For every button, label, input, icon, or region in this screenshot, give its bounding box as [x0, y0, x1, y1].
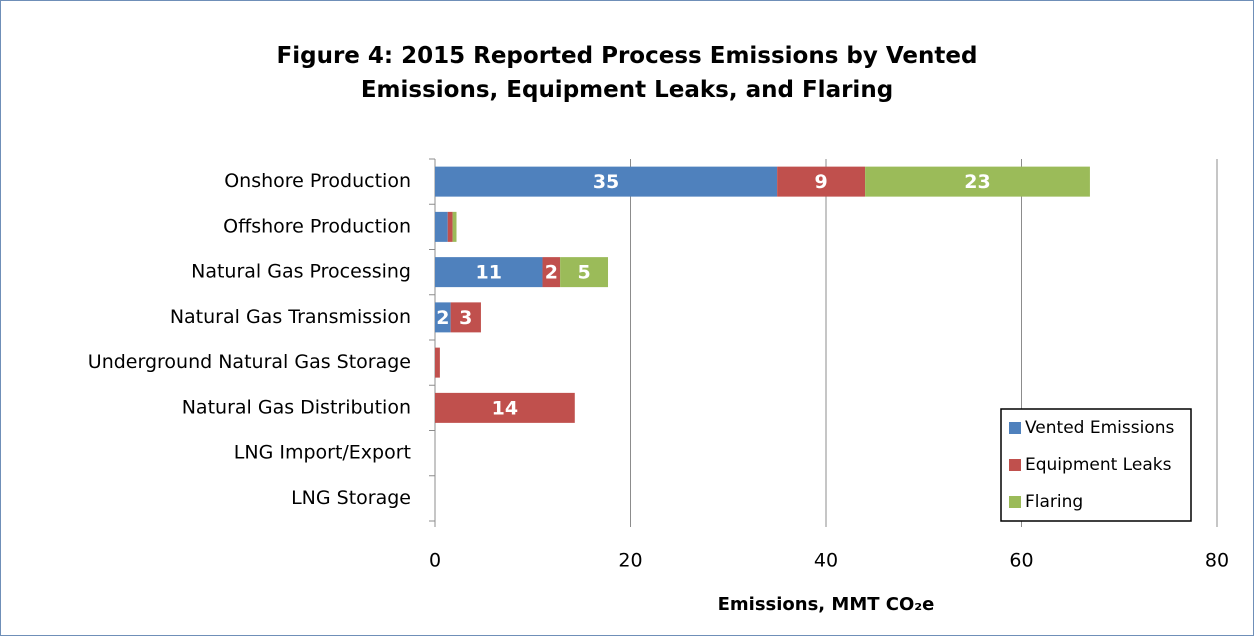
category-label: LNG Import/Export	[234, 442, 411, 464]
legend-label: Vented Emissions	[1025, 418, 1174, 438]
data-label: 23	[964, 171, 990, 193]
x-tick-label: 20	[618, 550, 642, 572]
bar-segment	[450, 302, 481, 333]
bar-segment	[435, 392, 575, 423]
category-label: Natural Gas Transmission	[170, 306, 411, 328]
data-label: 14	[492, 397, 518, 419]
data-label: 11	[476, 262, 502, 284]
data-label: 9	[814, 171, 827, 193]
legend-box	[1000, 408, 1192, 522]
legend-swatch	[1009, 496, 1021, 508]
bar-segment	[435, 347, 440, 378]
data-label: 5	[577, 262, 590, 284]
x-tick-label: 60	[1009, 550, 1033, 572]
data-label: 2	[545, 262, 558, 284]
bar-segment	[452, 211, 457, 242]
bar-segment	[560, 257, 609, 288]
bar-segment	[435, 302, 451, 333]
legend-label: Flaring	[1025, 492, 1083, 512]
category-label: Onshore Production	[224, 170, 411, 192]
bar-segment	[542, 257, 561, 288]
legend-swatch	[1009, 459, 1021, 471]
data-label: 2	[436, 307, 449, 329]
bar-segment	[777, 166, 866, 197]
x-tick-label: 40	[814, 550, 838, 572]
data-label: 35	[593, 171, 619, 193]
bar-segment	[435, 257, 543, 288]
category-label: Underground Natural Gas Storage	[88, 351, 411, 373]
legend-label: Equipment Leaks	[1025, 455, 1172, 475]
chart-title: Figure 4: 2015 Reported Process Emission…	[276, 43, 978, 103]
x-axis-label: Emissions, MMT CO₂e	[718, 594, 935, 615]
data-label: 3	[459, 307, 472, 329]
category-label: Natural Gas Distribution	[182, 396, 411, 418]
bar-segment	[435, 211, 448, 242]
bar-segment	[865, 166, 1090, 197]
bar-segment	[435, 166, 778, 197]
x-tick-label: 80	[1205, 550, 1229, 572]
title-box: Figure 4: 2015 Reported Process Emission…	[1, 39, 1253, 107]
category-label: LNG Storage	[291, 487, 411, 509]
bar-segment	[447, 211, 453, 242]
x-tick-label: 0	[429, 550, 441, 572]
category-label: Natural Gas Processing	[191, 261, 411, 283]
category-label: Offshore Production	[223, 215, 411, 237]
legend-swatch	[1009, 422, 1021, 434]
